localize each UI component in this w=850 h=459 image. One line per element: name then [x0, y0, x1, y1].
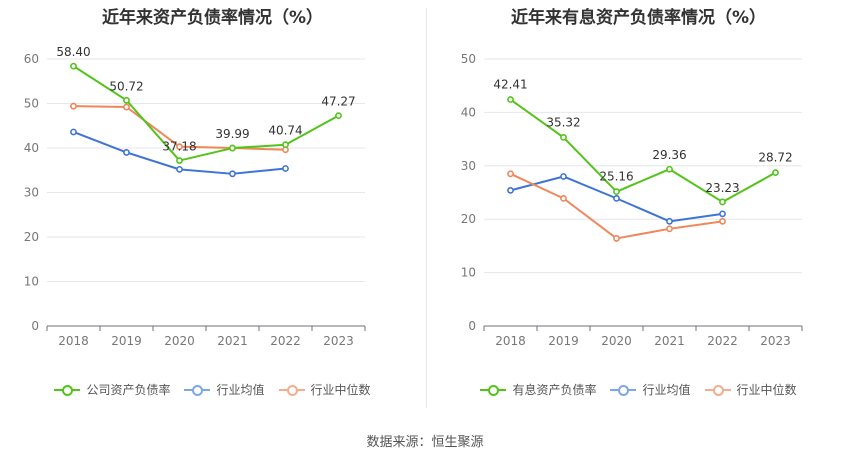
- data-point-industry-mean: [282, 165, 289, 172]
- data-point-primary: [229, 144, 236, 152]
- y-tick-label: 50: [24, 97, 39, 111]
- x-tick-label: 2022: [707, 334, 738, 348]
- data-point-industry-median: [123, 103, 130, 111]
- y-tick-label: 20: [461, 212, 476, 226]
- legend-swatch-icon: [278, 384, 305, 396]
- data-point-industry-median: [70, 102, 77, 110]
- series-line-primary: [72, 65, 339, 162]
- legend-swatch-icon: [184, 384, 211, 396]
- data-point-industry-mean: [507, 186, 514, 194]
- legend-swatch-icon: [480, 384, 507, 396]
- legend-item-company[interactable]: 公司资产负债率: [54, 381, 170, 398]
- legend-label: 行业中位数: [310, 383, 371, 397]
- y-tick-label: 20: [24, 230, 39, 244]
- legend-item-industry-mean[interactable]: 行业均值: [610, 381, 691, 398]
- data-label: 37.18: [162, 140, 196, 154]
- y-tick-label: 0: [31, 319, 39, 333]
- legend-label: 行业均值: [216, 383, 265, 397]
- data-label: 28.72: [758, 151, 792, 165]
- y-tick-label: 40: [24, 141, 39, 155]
- data-label: 47.27: [321, 95, 355, 109]
- data-point-industry-mean: [613, 194, 620, 202]
- panel-divider: [426, 8, 427, 408]
- x-tick-label: 2020: [601, 334, 632, 348]
- x-tick-label: 2021: [217, 334, 248, 348]
- debt-ratio-plot: 0 10 20 30 40 50 60 2018 2019 2020 2021 2022 2023 58.…: [24, 45, 366, 348]
- x-tick-label: 2023: [323, 334, 354, 348]
- data-point-primary: [507, 96, 514, 103]
- x-tick-label: 2018: [495, 334, 526, 348]
- x-tick-label: 2018: [58, 334, 89, 348]
- data-point-primary: [560, 133, 567, 141]
- data-point-industry-mean: [229, 170, 236, 178]
- x-tick-label: 2020: [164, 334, 195, 348]
- legend-swatch-icon: [610, 384, 637, 396]
- data-point-industry-median: [666, 225, 673, 233]
- x-tick-label: 2021: [654, 334, 685, 348]
- data-point-primary: [613, 188, 620, 196]
- y-tick-label: 0: [468, 319, 476, 333]
- data-point-industry-mean: [666, 217, 673, 225]
- data-point-industry-mean: [123, 149, 130, 156]
- legend-item-industry-mean[interactable]: 行业均值: [184, 381, 265, 398]
- data-label: 23.23: [705, 181, 739, 195]
- y-tick-label: 30: [24, 186, 39, 200]
- legend-item-industry-median[interactable]: 行业中位数: [278, 381, 371, 398]
- series-line-primary: [509, 98, 776, 203]
- data-label: 25.16: [599, 170, 633, 184]
- data-point-industry-mean: [560, 173, 567, 180]
- chart-legend: 公司资产负债率 行业均值 行业中位数: [0, 381, 425, 398]
- debt-ratio-chart-panel: 近年来资产负债率情况（%） 0 10 20 30 40 50 60 2018 2019 2020 2…: [0, 0, 425, 420]
- y-tick-label: 40: [461, 105, 476, 119]
- data-point-industry-median: [719, 217, 726, 225]
- chart-title: 近年来资产负债率情况（%）: [101, 8, 324, 28]
- x-tick-label: 2019: [111, 334, 142, 348]
- data-label: 39.99: [215, 127, 249, 141]
- legend-item-industry-median[interactable]: 行业中位数: [704, 381, 797, 398]
- legend-swatch-icon: [704, 384, 731, 396]
- legend-item-interest-bearing[interactable]: 有息资产负债率: [480, 381, 596, 398]
- y-tick-label: 10: [24, 275, 39, 289]
- legend-swatch-icon: [54, 384, 81, 396]
- data-point-primary: [772, 169, 779, 177]
- data-label: 50.72: [109, 79, 143, 93]
- y-tick-label: 60: [24, 52, 39, 66]
- data-source-note: 数据来源：恒生聚源: [366, 435, 484, 450]
- data-label: 58.40: [56, 45, 90, 59]
- data-label: 35.32: [546, 115, 580, 129]
- legend-label: 公司资产负债率: [86, 383, 171, 397]
- data-point-primary: [335, 112, 342, 120]
- y-tick-label: 30: [461, 159, 476, 173]
- data-point-primary: [666, 165, 673, 173]
- x-tick-label: 2023: [760, 334, 791, 348]
- data-point-industry-mean: [719, 210, 726, 218]
- data-label: 29.36: [652, 148, 686, 162]
- data-point-industry-mean: [70, 128, 77, 136]
- data-label: 42.41: [493, 78, 527, 92]
- data-point-industry-median: [176, 143, 183, 151]
- data-point-industry-mean: [176, 165, 183, 173]
- y-tick-label: 10: [461, 266, 476, 280]
- data-point-industry-median: [560, 194, 567, 202]
- legend-label: 行业中位数: [736, 383, 797, 397]
- data-label: 40.74: [268, 124, 302, 138]
- data-point-primary: [719, 198, 726, 206]
- data-point-industry-median: [507, 170, 514, 178]
- legend-label: 有息资产负债率: [512, 383, 597, 397]
- chart-title: 近年来有息资产负债率情况（%）: [510, 8, 767, 28]
- interest-debt-ratio-chart-panel: 近年来有息资产负债率情况（%） 0 10 20 30 40 50 2018 2019 2020 2…: [427, 0, 850, 420]
- data-point-industry-median: [613, 235, 620, 242]
- x-tick-label: 2019: [548, 334, 579, 348]
- x-tick-label: 2022: [270, 334, 301, 348]
- data-point-primary: [123, 96, 130, 104]
- y-tick-label: 50: [461, 52, 476, 66]
- interest-debt-ratio-plot: 0 10 20 30 40 50 2018 2019 2020 2021 2022 2023 42.41…: [461, 52, 803, 348]
- data-point-primary: [70, 62, 77, 70]
- data-point-primary: [282, 141, 289, 149]
- data-point-primary: [176, 157, 183, 164]
- chart-legend: 有息资产负债率 行业均值 行业中位数: [427, 381, 850, 398]
- legend-label: 行业均值: [642, 383, 691, 397]
